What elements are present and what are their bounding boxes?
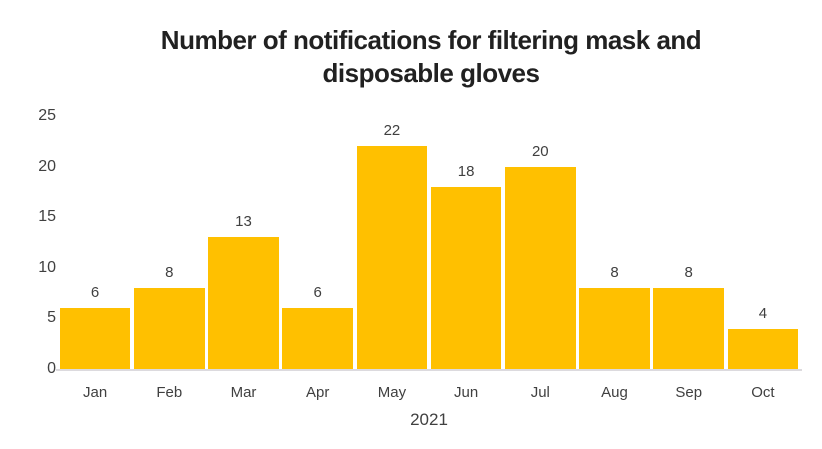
x-tick-label: Oct [751,384,775,401]
bar-sep [653,288,724,369]
bar-may [356,146,428,369]
x-tick-label: Aug [601,384,628,401]
bar-slot-aug: 8 [577,116,651,369]
x-tick-label: Jun [454,384,479,401]
bar-slot-jan: 6 [58,116,132,369]
bar-feb [134,288,205,369]
x-tick-label: Apr [306,384,330,401]
bar-slot-apr: 6 [281,116,355,369]
bar-slot-oct: 4 [726,116,800,369]
bar-value-label: 8 [610,264,619,282]
y-tick-label: 0 [47,360,56,377]
x-axis-baseline [56,369,802,371]
bar-oct [727,328,799,369]
x-tick-label: Mar [230,384,257,401]
y-tick-label: 15 [38,208,56,226]
x-tick-label: Feb [156,384,183,401]
bar-slot-mar: 13 [206,116,280,369]
x-tick-label: Sep [675,384,703,401]
x-tick-label: May [377,384,407,401]
bar-value-label: 8 [684,264,693,282]
chart-title: Number of notifications for filtering ma… [160,25,702,88]
bar-value-label: 6 [90,284,100,302]
bar-value-label: 6 [313,284,322,302]
bar-slot-sep: 8 [652,116,726,369]
bar-value-label: 22 [383,122,401,140]
bar-mar [208,237,279,369]
x-axis-title: 2021 [410,410,448,429]
bar-value-label: 20 [531,142,549,160]
bar-slot-jun: 18 [429,116,503,369]
y-tick-label: 25 [38,107,56,124]
y-tick-label: 5 [47,309,56,327]
bar-slot-feb: 8 [132,116,206,369]
bar-jul [505,166,576,369]
x-tick-label: Jan [83,384,108,401]
bars-container: 6 8 13 6 22 18 20 8 8 4 [58,116,800,369]
y-tick-label: 20 [38,157,56,175]
y-tick-label: 10 [38,258,56,276]
bar-aug [579,288,650,369]
bar-value-label: 13 [235,213,252,231]
x-axis-labels: Jan Feb Mar Apr May Jun Jul Aug Sep Oct [58,384,800,401]
bar-value-label: 18 [457,162,475,180]
bar-slot-jul: 20 [503,116,577,369]
bar-jun [430,186,502,369]
bar-jan [59,308,131,369]
bar-value-label: 8 [165,264,174,282]
bar-apr [282,308,353,369]
bar-slot-may: 22 [355,116,429,369]
x-tick-label: Jul [530,384,550,401]
bar-value-label: 4 [758,304,768,322]
